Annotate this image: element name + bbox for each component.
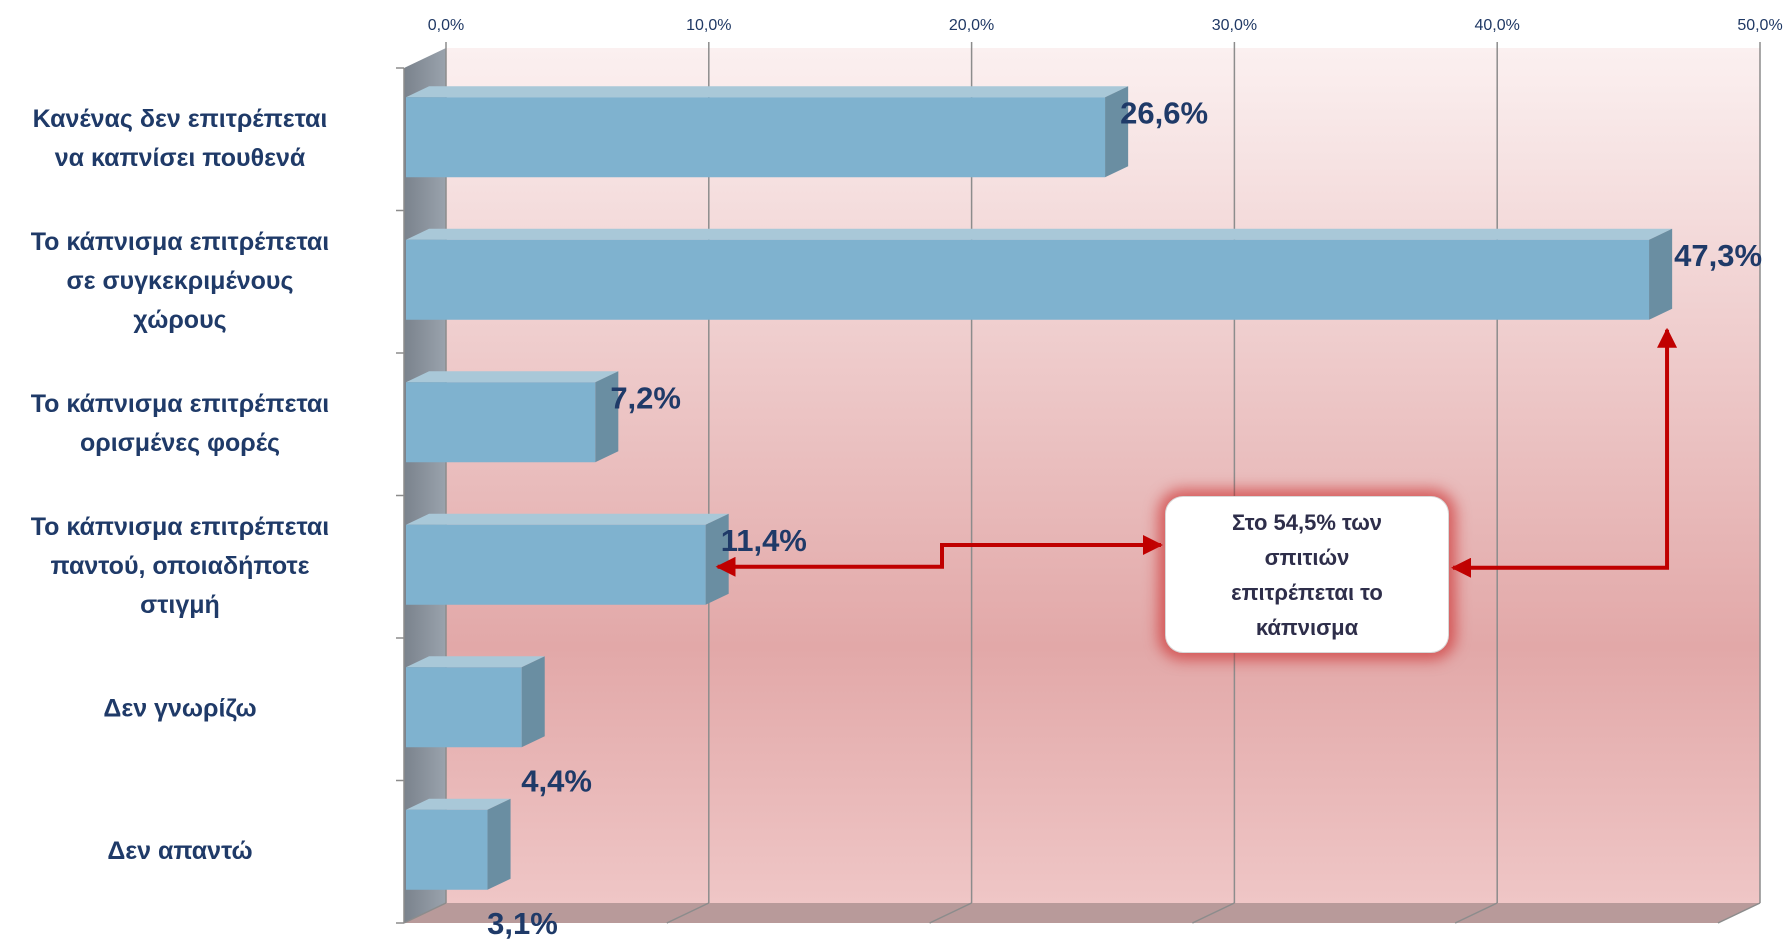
- annotation-text: Στο 54,5% των σπιτιών επιτρέπεται το κάπ…: [1231, 505, 1383, 645]
- category-label-line: παντού, οποιαδήποτε: [51, 552, 310, 580]
- data-label: 7,2%: [610, 380, 681, 415]
- data-label: 47,3%: [1674, 238, 1762, 273]
- data-label: 11,4%: [721, 523, 807, 558]
- bar-side: [595, 371, 619, 463]
- x-tick-label: 20,0%: [949, 17, 994, 34]
- bar: [406, 382, 596, 463]
- floor-gridline: [1192, 902, 1235, 924]
- annotation-line: επιτρέπεται το: [1231, 579, 1383, 605]
- category-label: Δεν απαντώ: [107, 837, 252, 865]
- bar-top: [406, 228, 1673, 240]
- category-label-line: χώρους: [133, 306, 226, 334]
- bar-top: [406, 513, 729, 525]
- bar: [406, 97, 1106, 178]
- annotation-arrows: [715, 327, 1678, 578]
- category-label-line: Δεν γνωρίζω: [103, 694, 256, 722]
- floor: [404, 903, 1760, 923]
- bar-side: [1649, 228, 1673, 320]
- data-label: 4,4%: [521, 763, 592, 798]
- floor-gridline: [1454, 902, 1498, 924]
- category-label-line: να καπνίσει πουθενά: [55, 144, 306, 172]
- x-tick-label: 50,0%: [1737, 17, 1782, 34]
- floor-gridline: [403, 902, 447, 924]
- category-label: Το κάπνισμα επιτρέπεται παντού, οποιαδήπο…: [31, 513, 330, 619]
- bar-side: [1105, 86, 1129, 178]
- annotation-line: σπιτιών: [1264, 544, 1350, 570]
- bar-top: [406, 371, 619, 383]
- category-label: Κανένας δεν επιτρέπεται να καπνίσει πουθε…: [33, 105, 328, 172]
- category-label-line: Το κάπνισμα επιτρέπεται: [31, 228, 330, 256]
- category-label-line: Κανένας δεν επιτρέπεται: [33, 105, 328, 133]
- x-tick-label: 0,0%: [428, 17, 464, 34]
- bars: [406, 86, 1673, 890]
- bar: [406, 809, 488, 890]
- bar-top: [406, 86, 1129, 98]
- floor-gridline: [666, 902, 710, 924]
- category-label: Το κάπνισμα επιτρέπεται σε συγκεκριμένους…: [31, 228, 330, 334]
- bar: [406, 239, 1650, 320]
- category-label-line: ορισμένες φορές: [80, 429, 280, 457]
- floor-gridline: [929, 902, 972, 924]
- bar-side: [487, 798, 511, 890]
- gridlines: [396, 42, 1761, 924]
- x-tick-label: 40,0%: [1475, 17, 1520, 34]
- left-wall: [404, 48, 446, 923]
- x-tick-label: 10,0%: [686, 17, 731, 34]
- category-label-line: Το κάπνισμα επιτρέπεται: [31, 390, 330, 418]
- bar-top: [406, 798, 511, 810]
- annotation-line: κάπνισμα: [1255, 614, 1359, 640]
- floor-gridline: [1717, 902, 1761, 924]
- data-label: 26,6%: [1120, 95, 1208, 130]
- annotation-arrow: [1451, 327, 1678, 578]
- annotation-callout: Στο 54,5% των σπιτιών επιτρέπεται το κάπ…: [1165, 496, 1449, 653]
- x-tick-label: 30,0%: [1212, 17, 1257, 34]
- annotation-line: Στο 54,5% των: [1231, 509, 1383, 535]
- category-label-line: στιγμή: [140, 591, 220, 619]
- category-label-line: σε συγκεκριμένους: [67, 267, 294, 295]
- category-label: Δεν γνωρίζω: [103, 694, 256, 722]
- bar: [406, 524, 706, 605]
- bar-top: [406, 656, 545, 668]
- plot-background: [404, 48, 1760, 923]
- bar-side: [521, 656, 545, 748]
- category-label: Το κάπνισμα επιτρέπεται ορισμένες φορές: [31, 390, 330, 457]
- bar: [406, 667, 522, 748]
- category-label-line: Δεν απαντώ: [107, 837, 252, 865]
- category-label-line: Το κάπνισμα επιτρέπεται: [31, 513, 330, 541]
- data-label: 3,1%: [487, 906, 558, 941]
- annotation-arrow: [715, 535, 1163, 577]
- labels: 0,0% 10,0% 20,0% 30,0% 40,0% 50,0% Κανένας δεν…: [31, 17, 1783, 941]
